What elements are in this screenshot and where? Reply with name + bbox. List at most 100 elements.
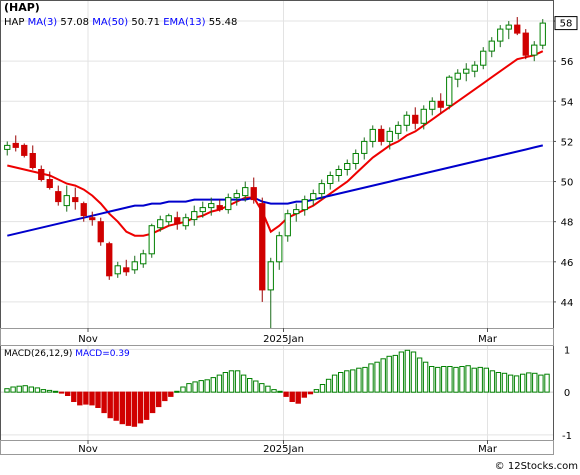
price-y-tick-label: 56 — [561, 57, 574, 68]
candle-up — [140, 253, 147, 265]
legend-item-3: MA(50) — [89, 17, 128, 28]
macd-bar-negative — [71, 391, 77, 403]
macd-bar-positive — [520, 373, 526, 393]
macd-bar-positive — [277, 390, 283, 393]
candle-down — [38, 169, 45, 180]
macd-bar-positive — [4, 388, 10, 393]
macd-x-tick-label: Nov — [78, 444, 98, 455]
macd-bar-negative — [107, 391, 113, 419]
series-line-ema13 — [7, 50, 544, 237]
candle-up — [403, 114, 410, 126]
candle-down — [12, 142, 19, 148]
candle-up — [208, 203, 215, 209]
price-y-tick-label: 46 — [561, 258, 574, 269]
macd-bar-positive — [507, 374, 514, 393]
macd-bar-positive — [398, 351, 405, 393]
copyright-text: © 12Stocks.com — [495, 461, 578, 471]
candle-up — [369, 128, 376, 142]
macd-bar-negative — [83, 391, 89, 405]
macd-bar-positive — [404, 349, 411, 393]
macd-bar-positive — [10, 386, 16, 393]
macd-bar-negative — [289, 391, 295, 403]
price-x-tick-label: Nov — [78, 334, 98, 345]
candle-down — [97, 221, 104, 243]
price-x-tick-label: 2025Jan — [263, 334, 304, 345]
candle-up — [4, 144, 11, 150]
macd-bar-positive — [380, 358, 386, 393]
macd-bar-negative — [301, 391, 308, 398]
macd-bar-positive — [538, 374, 544, 393]
macd-bar-positive — [22, 385, 28, 393]
candle-down — [55, 191, 62, 203]
macd-bar-negative — [65, 391, 71, 397]
macd-plot — [4, 349, 550, 427]
candle-up — [114, 265, 121, 275]
candle-up — [276, 235, 283, 263]
candle-down — [106, 243, 113, 277]
price-legend: HAP MA(3) 57.08 MA(50) 50.71 EMA(13) 55.… — [4, 17, 237, 28]
macd-bar-positive — [216, 374, 223, 393]
legend-item-1: MACD=0.39 — [72, 349, 130, 359]
candle-up — [242, 187, 249, 197]
candle-down — [123, 267, 130, 273]
candle-down — [259, 203, 266, 291]
candle-up — [420, 108, 427, 124]
macd-bar-positive — [174, 390, 180, 393]
price-y-axis: 44 46 48 50 52 54 56 58 — [553, 17, 573, 309]
macd-y-tick-label: 1 — [564, 345, 570, 356]
candle-up — [463, 68, 470, 74]
macd-bar-positive — [271, 389, 277, 393]
candle-up — [284, 213, 291, 237]
ticker-title: (HAP) — [4, 1, 40, 14]
macd-bar-negative — [137, 391, 144, 424]
macd-bar-negative — [119, 391, 125, 425]
macd-bar-positive — [513, 375, 520, 393]
macd-bar-positive — [16, 385, 22, 393]
candle-up — [63, 195, 70, 207]
macd-bar-negative — [168, 391, 174, 397]
candle-up — [165, 215, 172, 223]
last-price-box — [554, 16, 578, 31]
candle-down — [29, 153, 36, 168]
macd-bar-negative — [143, 391, 150, 420]
macd-bar-positive — [441, 366, 447, 393]
candle-up — [199, 207, 206, 213]
macd-bar-positive — [453, 366, 459, 393]
price-panel-frame — [0, 0, 554, 329]
candle-up — [301, 199, 308, 211]
legend-item-6: 55.48 — [206, 17, 238, 28]
macd-bar-positive — [392, 354, 399, 393]
macd-bar-positive — [410, 351, 417, 393]
macd-bar-positive — [495, 372, 502, 393]
macd-y-tick-label: -1 — [562, 431, 572, 442]
macd-bar-positive — [46, 389, 53, 393]
macd-bar-positive — [465, 365, 471, 393]
macd-bar-negative — [101, 391, 107, 414]
candle-up — [446, 76, 453, 106]
macd-x-axis: Nov2025JanMarMayJulSep — [78, 440, 498, 455]
macd-bar-negative — [58, 391, 65, 394]
macd-bar-positive — [265, 385, 271, 393]
macd-y-axis: -1 0 1 — [562, 345, 572, 441]
candle-up — [157, 219, 164, 229]
candle-up — [191, 211, 198, 221]
candle-up — [454, 72, 461, 80]
macd-bar-positive — [435, 366, 441, 393]
price-y-tick-label: 44 — [561, 298, 574, 309]
candle-up — [293, 209, 300, 215]
macd-bar-positive — [386, 355, 392, 393]
macd-legend: MACD(26,12,9) MACD=0.39 — [4, 349, 130, 359]
candle-down — [174, 217, 181, 225]
candle-up — [327, 175, 334, 184]
macd-bar-positive — [319, 384, 326, 393]
candle-up — [310, 193, 317, 201]
macd-bar-positive — [331, 374, 338, 393]
candle-up — [344, 163, 351, 170]
macd-bar-positive — [180, 386, 186, 393]
macd-bar-negative — [95, 391, 101, 409]
candle-up — [539, 22, 546, 46]
candle-up — [318, 183, 325, 195]
candle-up — [531, 44, 538, 56]
macd-bar-negative — [131, 391, 138, 427]
macd-bar-positive — [356, 367, 362, 393]
